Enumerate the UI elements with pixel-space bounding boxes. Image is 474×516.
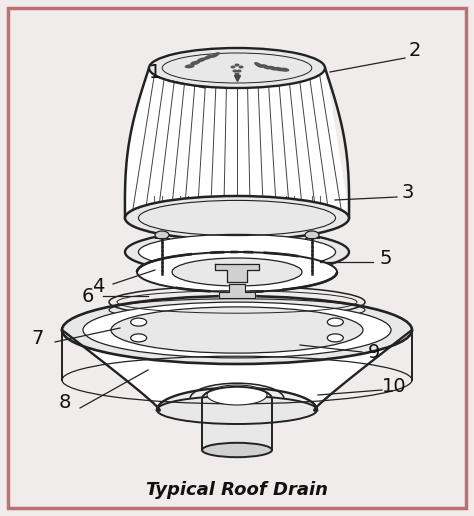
Ellipse shape [261,64,271,70]
Text: 9: 9 [368,343,380,362]
Ellipse shape [185,64,195,68]
Ellipse shape [305,231,319,239]
Polygon shape [62,330,412,411]
Ellipse shape [125,230,349,274]
Text: 1: 1 [149,62,161,82]
Ellipse shape [157,396,317,424]
Ellipse shape [172,258,302,286]
Text: 6: 6 [82,286,94,305]
Ellipse shape [207,385,267,405]
Ellipse shape [83,302,391,358]
Ellipse shape [131,334,146,342]
Ellipse shape [211,52,220,58]
Ellipse shape [62,296,412,364]
Ellipse shape [235,73,239,75]
Ellipse shape [233,70,237,73]
Text: 5: 5 [380,249,392,267]
Text: 7: 7 [32,329,44,347]
Ellipse shape [279,68,289,72]
Ellipse shape [202,443,272,457]
Ellipse shape [155,231,169,239]
Ellipse shape [197,57,206,62]
Ellipse shape [274,67,284,71]
Polygon shape [125,68,349,218]
Ellipse shape [131,318,146,326]
Polygon shape [219,284,255,298]
Ellipse shape [137,252,337,292]
Ellipse shape [237,70,241,73]
Ellipse shape [190,61,200,65]
Ellipse shape [203,55,213,60]
Ellipse shape [125,196,349,240]
Ellipse shape [328,334,343,342]
Text: Typical Roof Drain: Typical Roof Drain [146,481,328,499]
Ellipse shape [149,48,325,88]
Text: 2: 2 [409,40,421,59]
Ellipse shape [328,318,343,326]
Ellipse shape [235,63,239,67]
Ellipse shape [268,66,277,71]
Polygon shape [215,264,259,282]
Text: 4: 4 [92,277,104,296]
Ellipse shape [138,234,336,269]
Ellipse shape [230,66,236,69]
Text: 3: 3 [402,183,414,202]
Text: 8: 8 [59,393,71,411]
Text: 10: 10 [382,378,406,396]
Polygon shape [202,399,272,450]
Ellipse shape [111,307,363,353]
Ellipse shape [238,66,244,69]
Ellipse shape [254,62,263,68]
